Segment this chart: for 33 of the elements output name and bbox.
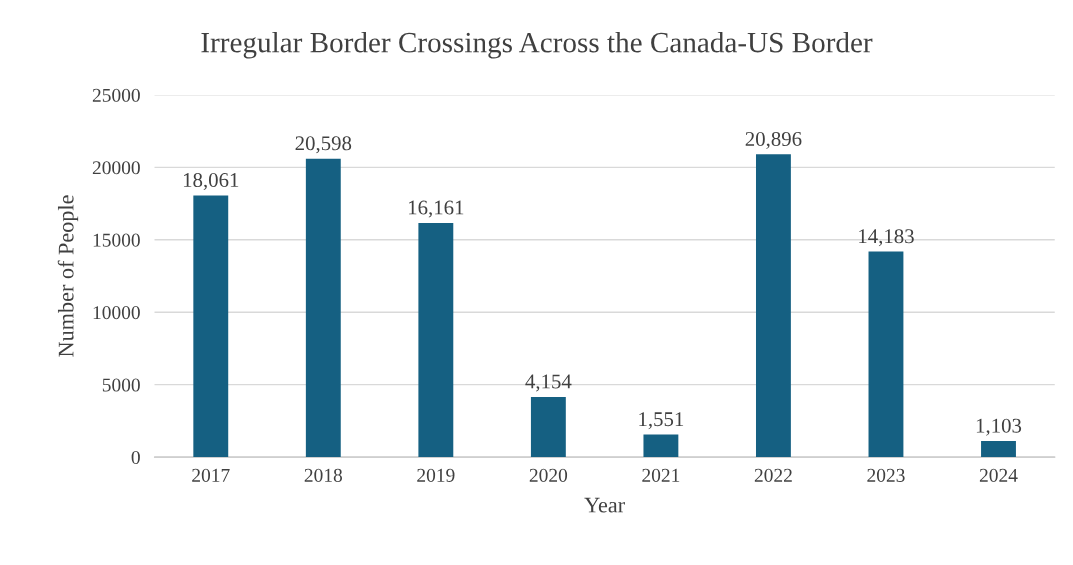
bar (868, 251, 904, 458)
data-label: 1,103 (976, 418, 1022, 436)
y-axis-title: Number of People (57, 195, 79, 357)
chart-title: Irregular Border Crossings Across the Canada-US Border (201, 31, 873, 59)
data-label: 20,896 (745, 131, 802, 149)
y-tick-label: 15000 (93, 233, 140, 247)
bar (981, 441, 1016, 458)
y-tick-label: 20000 (92, 161, 140, 175)
bar (193, 195, 229, 458)
data-label: 20,598 (295, 136, 352, 154)
data-label: 16,161 (409, 200, 464, 218)
data-label: 14,183 (859, 229, 914, 247)
x-tick-label: 2019 (417, 468, 455, 482)
data-label: 18,061 (183, 172, 239, 191)
y-tick-label: 5000 (102, 378, 140, 392)
data-label: 1,551 (639, 412, 684, 430)
x-tick-label: 2024 (979, 468, 1018, 482)
x-tick-label: 2020 (529, 468, 568, 482)
bar (530, 396, 566, 458)
y-tick-label: 25000 (92, 88, 140, 102)
x-tick-label: 2023 (867, 468, 905, 482)
bar (643, 434, 679, 458)
bar (418, 222, 454, 458)
x-tick-label: 2017 (192, 468, 230, 482)
y-tick-label: 0 (131, 450, 140, 465)
x-tick-label: 2021 (642, 468, 680, 482)
x-axis-title: Year (584, 497, 625, 513)
bar (305, 158, 341, 458)
x-tick-label: 2018 (304, 468, 343, 482)
bar (755, 154, 791, 458)
x-tick-label: 2022 (754, 468, 792, 482)
y-tick-label: 10000 (93, 306, 140, 320)
data-label: 4,154 (525, 374, 572, 392)
